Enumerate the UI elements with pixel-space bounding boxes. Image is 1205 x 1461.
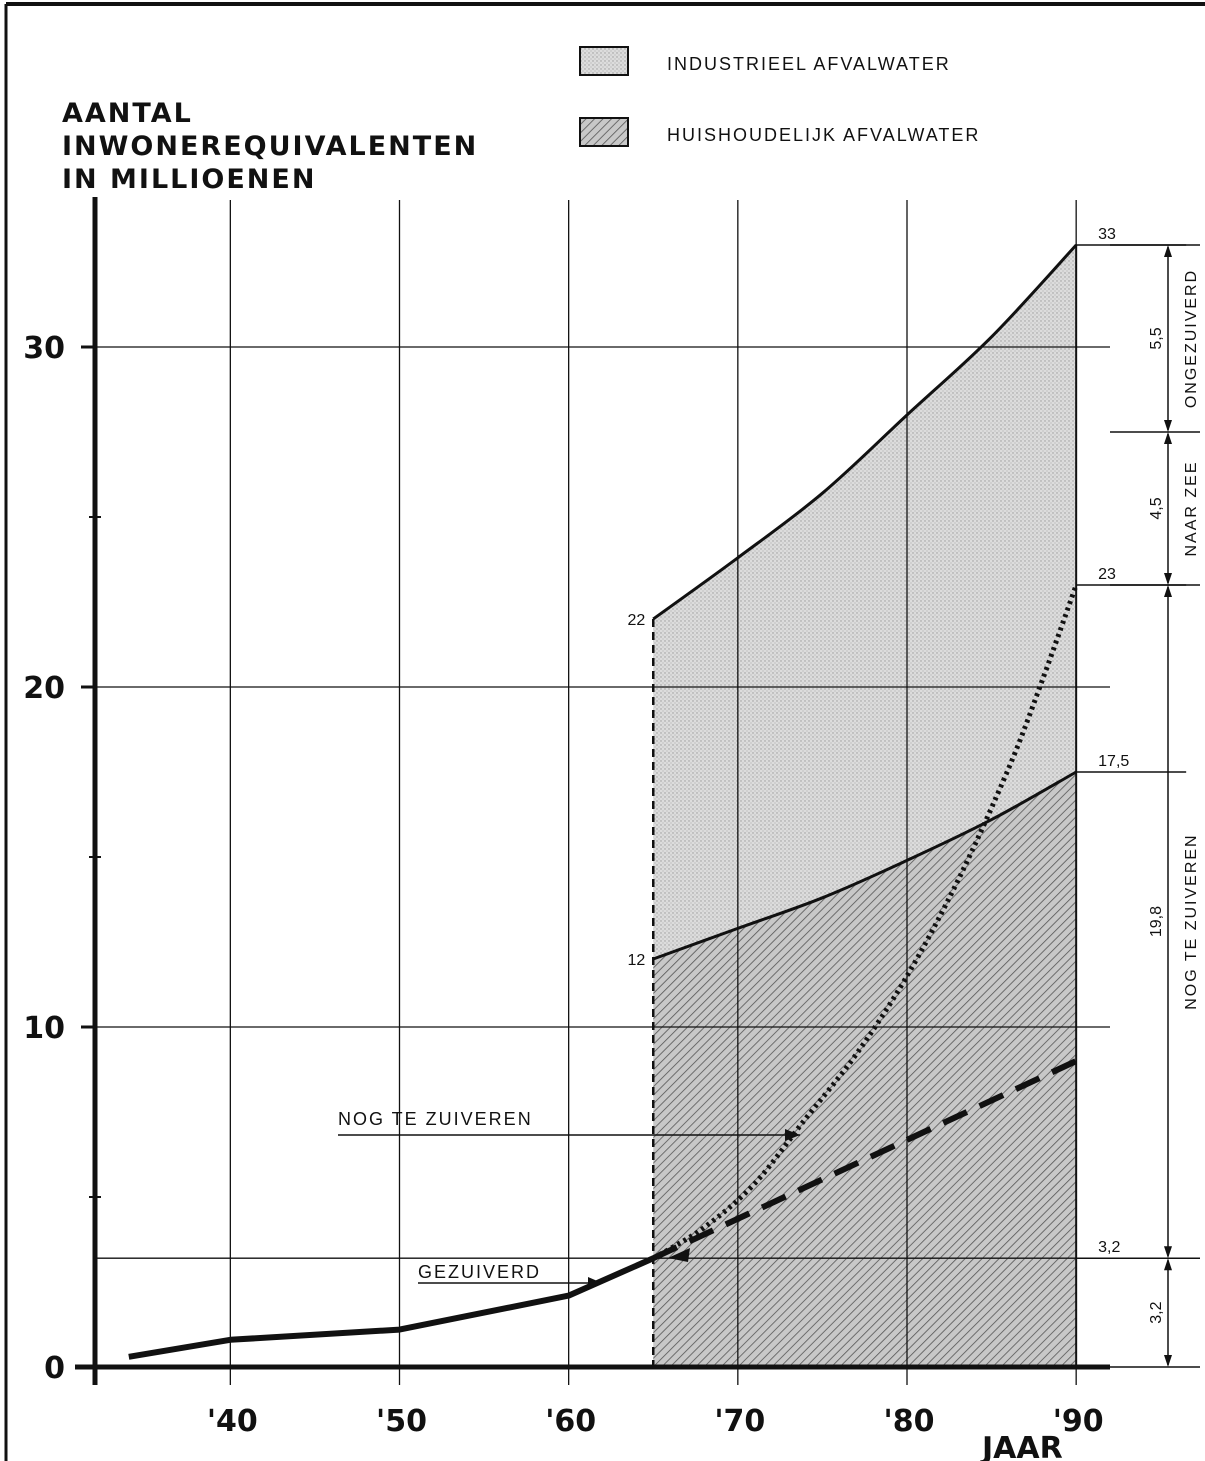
y-axis-title-line-2: INWONEREQUIVALENTEN — [62, 131, 478, 162]
annotation-gezuiverd: GEZUIVERD — [418, 1262, 541, 1282]
bracket-arrow-bottom-2 — [1164, 1246, 1172, 1259]
line-gezuiverd — [128, 1255, 655, 1360]
value-label-12: 12 — [627, 952, 645, 969]
line-totaal — [652, 243, 1078, 621]
x-axis-title: JAAR — [980, 1431, 1063, 1461]
bracket-value-1: 4,5 — [1148, 497, 1165, 519]
value-label-23: 23 — [1098, 566, 1116, 583]
x-tick-label-1940: '40 — [207, 1404, 258, 1439]
value-label-22: 22 — [627, 612, 645, 629]
y-axis-title-line-3: IN MILLIOENEN — [62, 164, 316, 195]
arrow-into-1965 — [668, 1248, 690, 1262]
bracket-value-3: 3,2 — [1148, 1301, 1165, 1323]
area-huishoudelijk-afvalwater — [653, 772, 1077, 1367]
x-tick-label-1990: '90 — [1053, 1404, 1104, 1439]
bracket-arrow-top-1 — [1164, 432, 1172, 444]
bracket-value-0: 5,5 — [1148, 327, 1165, 349]
value-label-3-2: 3,2 — [1098, 1239, 1120, 1256]
value-label-33: 33 — [1098, 226, 1116, 243]
bracket-label-0: ONGEZUIVERD — [1183, 269, 1200, 408]
bracket-arrow-top-0 — [1164, 245, 1172, 257]
legend-swatch-huishoudelijk — [579, 117, 629, 147]
line-gezuiverd-prognose-dotted — [651, 584, 1079, 1261]
line-huishoudelijk — [652, 770, 1077, 961]
bracket-arrow-bottom-3 — [1164, 1355, 1172, 1367]
area-industrieel-afvalwater — [653, 245, 1077, 959]
y-tick-label-30: 30 — [23, 331, 65, 366]
y-tick-label-0: 0 — [44, 1351, 65, 1386]
legend: INDUSTRIEEL AFVALWATER HUISHOUDELIJK AFV… — [579, 46, 980, 147]
bracket-arrow-bottom-1 — [1164, 573, 1172, 585]
bracket-arrow-top-3 — [1164, 1258, 1172, 1271]
annotation-gezuiverd-arrow — [588, 1277, 602, 1289]
value-label-17-5: 17,5 — [1098, 753, 1129, 770]
legend-label-huishoudelijk: HUISHOUDELIJK AFVALWATER — [667, 125, 980, 145]
y-tick-label-10: 10 — [23, 1011, 65, 1046]
legend-label-industrieel: INDUSTRIEEL AFVALWATER — [667, 54, 951, 74]
x-tick-label-1970: '70 — [714, 1404, 765, 1439]
bracket-label-2: NOG TE ZUIVEREN — [1183, 833, 1200, 1009]
x-tick-label-1950: '50 — [376, 1404, 427, 1439]
bracket-arrow-top-2 — [1164, 585, 1172, 597]
y-tick-label-20: 20 — [23, 671, 65, 706]
bracket-value-2: 19,8 — [1148, 906, 1165, 937]
y-axis-title: AANTAL INWONEREQUIVALENTEN IN MILLIOENEN — [62, 98, 478, 195]
x-tick-label-1980: '80 — [884, 1404, 935, 1439]
bracket-arrow-bottom-0 — [1164, 420, 1172, 432]
annotation-nog-te-zuiveren-arrow — [785, 1129, 800, 1141]
bracket-label-1: NAAR ZEE — [1183, 460, 1200, 556]
annotation-nog-te-zuiveren: NOG TE ZUIVEREN — [338, 1109, 533, 1129]
legend-swatch-industrieel — [579, 46, 629, 76]
x-tick-label-1960: '60 — [545, 1404, 596, 1439]
y-axis-title-line-1: AANTAL — [62, 98, 193, 129]
plot-area: 0 10 20 30 '40 '50 '60 '70 '80 '90 22 12 33 23 17,5 3,2… — [23, 197, 1200, 1439]
